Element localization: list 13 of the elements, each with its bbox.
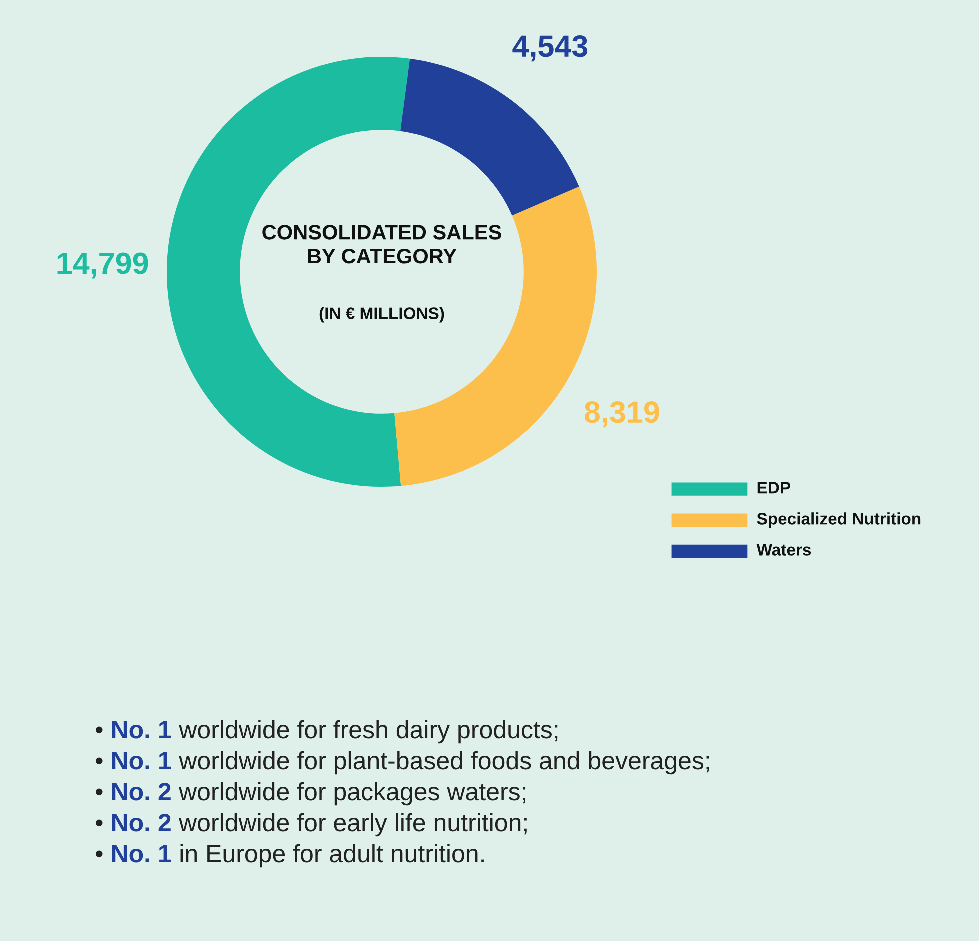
text: • No. 1 worldwide for plant-based foods and beverages; <box>96 751 710 775</box>
text: • No. 2 worldwide for early life nutrition; <box>96 813 527 837</box>
text: • No. 1 in Europe for adult nutrition. <box>96 844 484 868</box>
data-label: 8,319 <box>584 402 660 428</box>
text: (IN € MILLIONS) <box>320 307 444 323</box>
data-label: 14,799 <box>58 252 148 279</box>
data-label: 4,543 <box>512 36 588 62</box>
legend-label: Specialized Nutrition <box>757 512 921 528</box>
text: • No. 2 worldwide for packages waters; <box>96 782 526 806</box>
legend-label: Waters <box>756 544 812 556</box>
legend-label: EDP <box>758 482 790 494</box>
text: • No. 1 worldwide for fresh dairy products; <box>96 720 558 744</box>
text: CONSOLIDATED SALES BY CATEGORY <box>262 225 502 264</box>
